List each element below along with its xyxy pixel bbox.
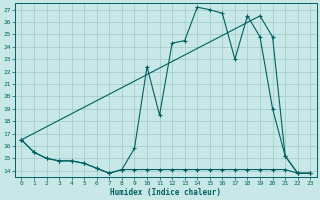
X-axis label: Humidex (Indice chaleur): Humidex (Indice chaleur) — [110, 188, 221, 197]
